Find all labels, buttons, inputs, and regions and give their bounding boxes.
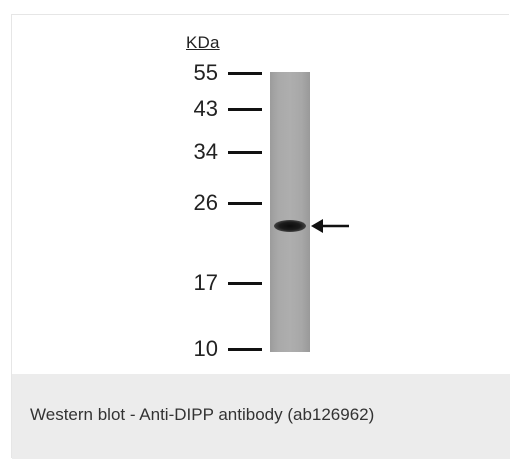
marker-label: 17	[193, 270, 218, 295]
marker-label: 10	[193, 336, 218, 361]
marker-label: 55	[193, 60, 218, 85]
marker-label: 26	[193, 190, 218, 215]
marker-tick	[228, 108, 262, 111]
marker-tick	[228, 72, 262, 75]
marker-tick	[228, 202, 262, 205]
marker-tick	[228, 151, 262, 154]
marker-tick	[228, 348, 262, 351]
marker-label: 34	[193, 139, 218, 164]
arrow-left-icon	[311, 219, 349, 233]
western-blot-image[interactable]: KDa 55 43 34 26 17 10	[12, 15, 510, 374]
marker-label: 43	[193, 96, 218, 121]
figure-card: KDa 55 43 34 26 17 10	[11, 14, 510, 459]
marker-tick	[228, 282, 262, 285]
caption-bar: Western blot - Anti-DIPP antibody (ab126…	[12, 374, 510, 459]
blot-lane	[270, 72, 310, 352]
protein-band	[274, 220, 306, 232]
molecular-weight-unit-label: KDa	[186, 33, 220, 52]
figure-caption: Western blot - Anti-DIPP antibody (ab126…	[30, 405, 375, 424]
